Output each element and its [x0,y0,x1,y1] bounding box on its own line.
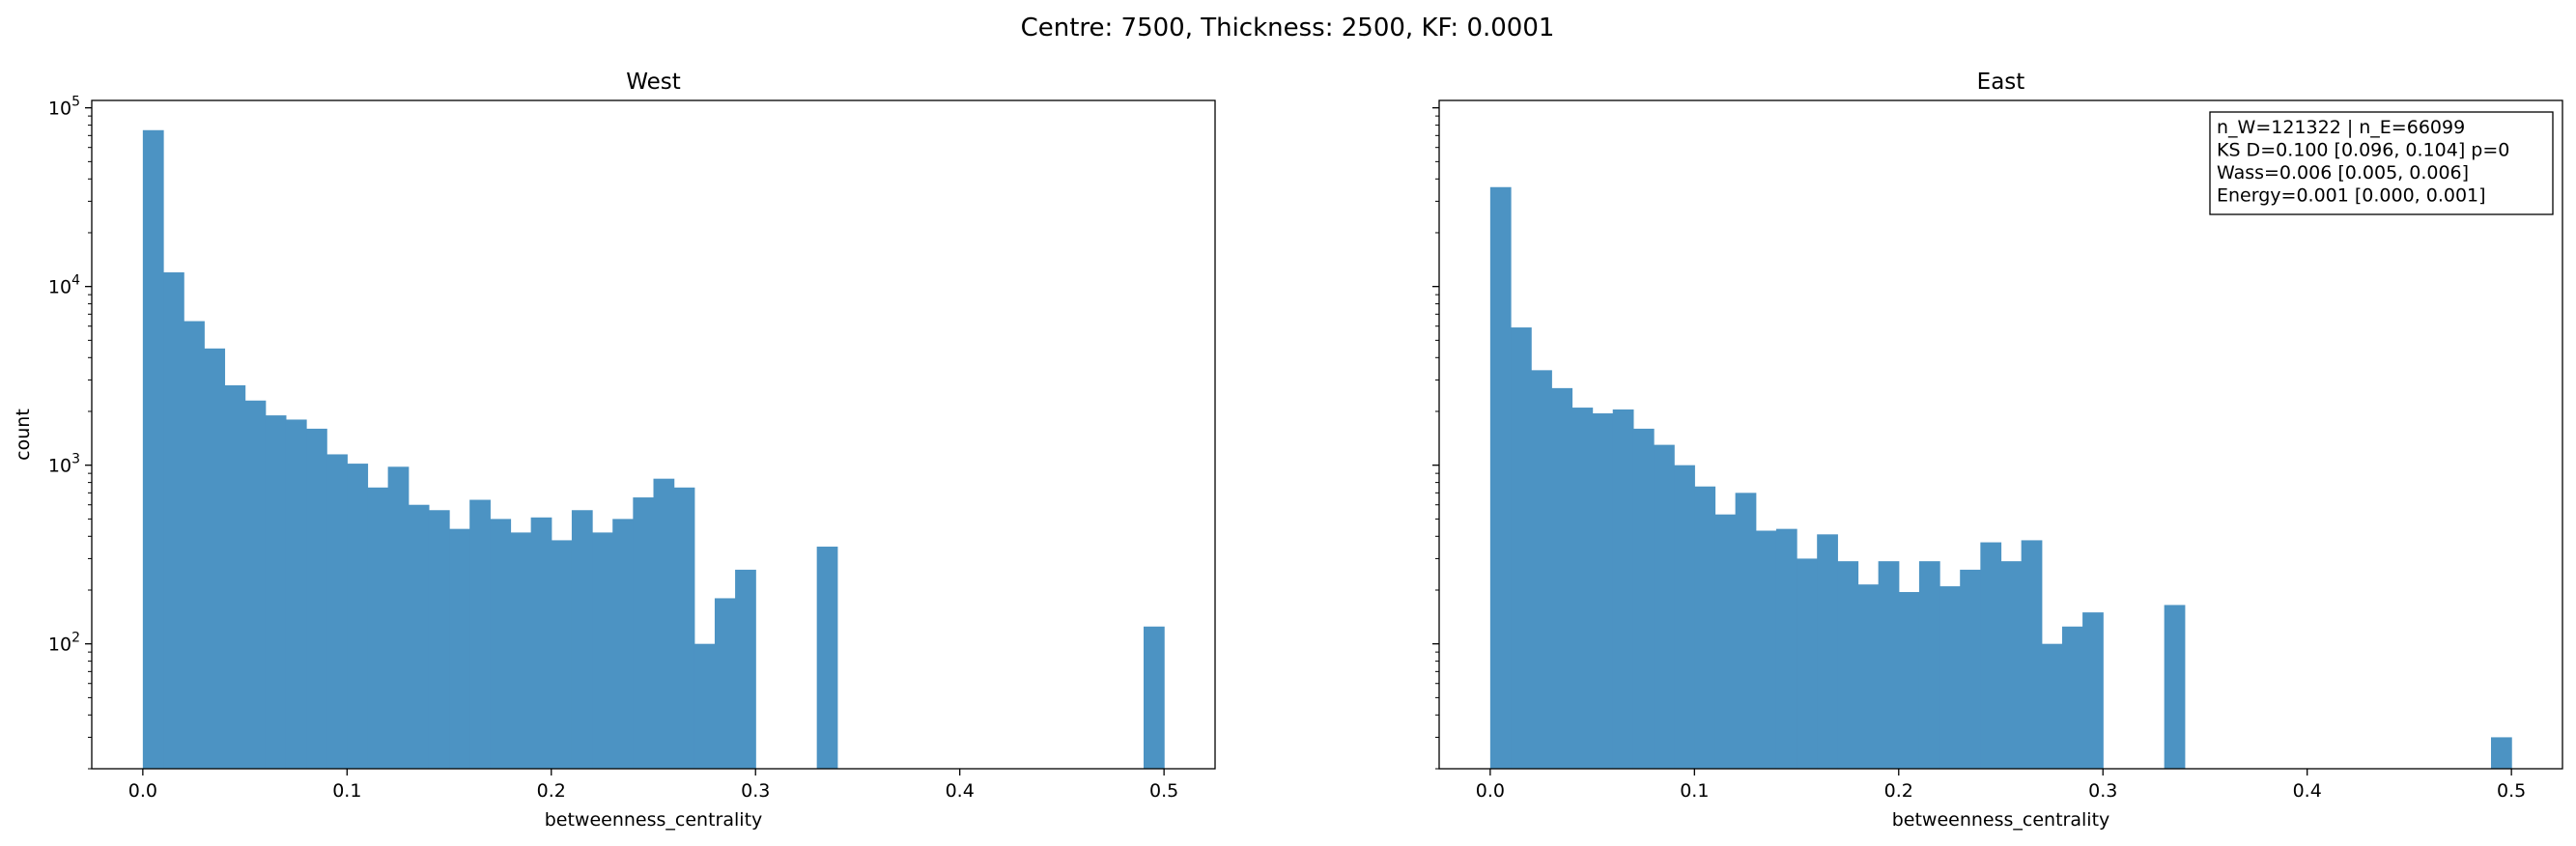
histogram-bar [428,510,450,769]
x-tick-label: 0.4 [946,780,975,802]
y-axis-label: count [13,409,34,461]
histogram-bar [244,400,267,769]
histogram-bar [1898,592,1920,769]
y-tick-label: 104 [48,273,80,298]
histogram-bar [510,532,532,769]
figure-title: Centre: 7500, Thickness: 2500, KF: 0.000… [1021,14,1555,42]
histogram-bar [1612,409,1634,769]
x-tick-label: 0.3 [741,780,770,802]
x-tick-label: 0.0 [1476,780,1505,802]
histogram-bar [1571,408,1594,769]
x-tick-label: 0.1 [332,780,361,802]
panel-title: West [626,70,681,95]
y-tick-label: 102 [48,631,80,656]
axes-frame [1438,99,2563,770]
x-axis-label: betweenness_centrality [1892,809,2110,831]
histogram-bar [571,510,593,769]
x-tick-label: 0.3 [2088,780,2117,802]
histogram-bar [816,547,838,769]
histogram-bar [1511,327,1532,769]
histogram-bar [2490,737,2512,769]
histogram-bar [1531,370,1552,769]
histogram-bar [694,643,716,769]
histogram-bar [2000,561,2023,769]
histogram-bar [673,487,695,769]
x-tick-label: 0.5 [2497,780,2526,802]
histogram-bar [184,321,205,769]
histogram-bar [1551,387,1573,769]
x-tick-label: 0.0 [128,780,157,802]
histogram-bar [1674,465,1695,769]
x-tick-label: 0.5 [1149,780,1178,802]
histogram-bar [1735,493,1757,769]
histogram-bar [612,519,634,769]
stats-line: KS D=0.100 [0.096, 0.104] p=0 [2217,140,2509,161]
histogram-bar [1837,561,1859,769]
histogram-bar [204,348,226,769]
stats-line: n_W=121322 | n_E=66099 [2217,117,2465,138]
histogram-bar [1918,561,1940,769]
histogram-bar [1694,486,1716,769]
histogram-bar [265,415,287,769]
histogram-bar [2021,540,2043,769]
stats-line: Wass=0.006 [0.005, 0.006] [2217,162,2469,183]
histogram-bar [1775,528,1798,769]
histogram-bar [735,569,756,769]
y-tick-label: 105 [48,95,80,120]
axes-frame [91,99,1216,770]
histogram-bar [1489,186,1512,769]
histogram-bar [1143,626,1165,769]
histogram-bar [1980,542,2002,769]
histogram-bar [469,499,491,769]
histogram-bar [2061,626,2083,769]
stats-box [2209,111,2554,215]
histogram-bar [2164,605,2186,769]
y-tick-label: 103 [48,452,80,477]
histogram-bar [1755,530,1777,769]
histogram-bar [1857,584,1880,769]
histogram-bar [551,540,573,769]
histogram-bar [408,504,430,769]
histogram-bar [449,528,470,769]
histogram-bar [530,517,552,769]
histogram-bar [1939,586,1961,769]
x-tick-label: 0.4 [2293,780,2322,802]
histogram-bar [2082,612,2104,769]
histogram-bar [633,497,655,769]
histogram-bar [224,384,246,769]
histogram-bar [2041,643,2063,769]
histogram-bar [1632,428,1655,769]
histogram-bar [285,419,307,769]
histogram-bar [653,478,675,769]
histogram-bar [714,598,736,769]
x-tick-label: 0.2 [537,780,566,802]
histogram-bar [326,454,348,769]
histogram-bar [1714,514,1737,769]
x-tick-label: 0.2 [1884,780,1913,802]
stats-line: Energy=0.001 [0.000, 0.001] [2217,185,2486,207]
panel-title: East [1977,70,2025,95]
histogram-bar [1960,569,1981,769]
panel-west: 0.0 0.1 0.2 0.3 0.4 0.5 102 103 104 105 West betwee… [13,70,1216,831]
histogram-bar [490,519,512,769]
x-tick-label: 0.1 [1680,780,1709,802]
histogram-bar [163,272,184,769]
histogram-bar [367,487,389,769]
histogram-bar [1592,413,1614,769]
histogram-bar [387,466,410,769]
histogram-bar [1878,561,1900,769]
histogram-bar [1797,558,1818,769]
histogram-bar [1817,534,1838,769]
histogram-bar [592,532,613,769]
histogram-bar [142,129,164,769]
histogram-bar [1654,444,1675,769]
panel-east: 0.0 0.1 0.2 0.3 0.4 0.5 East betweenness_centra… [1432,70,2563,831]
x-axis-label: betweenness_centrality [545,809,763,831]
histogram-bar [347,464,369,769]
histogram-bar [306,428,327,769]
